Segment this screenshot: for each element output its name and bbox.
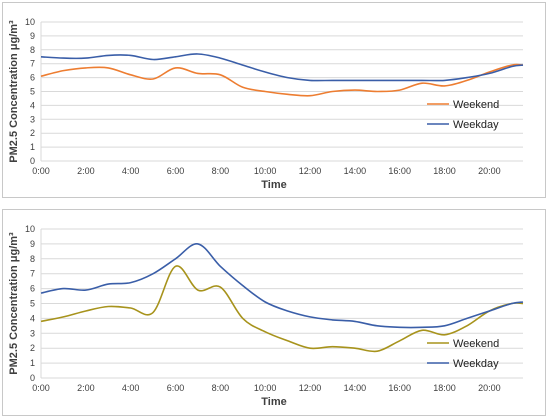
chart-panel-top: 0 1 2 3 4 5 6 7 8 9 10 0:00 2:00 4:00 6:00 8:00 10:00 12:… [2, 2, 546, 198]
x-tick-label: 2:00 [77, 383, 95, 393]
legend-label-weekend: Weekend [453, 338, 499, 350]
y-tick-label: 3 [30, 328, 35, 338]
x-tick-label: 6:00 [167, 166, 185, 176]
y-tick-label: 4 [30, 313, 35, 323]
y-tick-label: 9 [30, 31, 35, 41]
x-tick-label: 16:00 [388, 383, 411, 393]
x-tick-label: 20:00 [478, 166, 501, 176]
x-tick-label: 0:00 [32, 166, 50, 176]
legend-label-weekday: Weekday [453, 119, 499, 131]
y-tick-label: 6 [30, 73, 35, 83]
y-tick-label: 8 [30, 254, 35, 264]
x-tick-label: 2:00 [77, 166, 95, 176]
y-tick-label: 1 [30, 358, 35, 368]
y-tick-label: 10 [25, 224, 35, 234]
x-tick-label: 18:00 [433, 383, 456, 393]
y-tick-label: 5 [30, 299, 35, 309]
x-tick-label: 8:00 [212, 383, 230, 393]
x-tick-label: 8:00 [212, 166, 230, 176]
y-tick-label: 0 [30, 373, 35, 383]
x-tick-label: 10:00 [254, 383, 277, 393]
y-tick-label: 7 [30, 269, 35, 279]
x-axis-title: Time [261, 396, 286, 408]
y-tick-label: 8 [30, 45, 35, 55]
y-tick-label: 2 [30, 343, 35, 353]
y-tick-label: 6 [30, 284, 35, 294]
x-tick-label: 6:00 [167, 383, 185, 393]
y-tick-label: 0 [30, 156, 35, 166]
series-line-weekday [40, 243, 524, 329]
x-tick-label: 14:00 [344, 383, 367, 393]
legend-label-weekday: Weekday [453, 358, 499, 370]
series-line-weekend [40, 63, 524, 97]
y-tick-label: 7 [30, 59, 35, 69]
x-axis-title: Time [261, 179, 286, 191]
x-tick-label: 14:00 [344, 166, 367, 176]
x-tick-label: 12:00 [299, 383, 322, 393]
chart-top: 0 1 2 3 4 5 6 7 8 9 10 0:00 2:00 4:00 6:00 8:00 10:00 12:… [8, 17, 524, 191]
x-tick-label: 4:00 [122, 166, 140, 176]
x-tick-label: 10:00 [254, 166, 277, 176]
series-line-weekend [40, 265, 524, 353]
x-tick-label: 20:00 [478, 383, 501, 393]
y-axis-title: PM2.5 Concentration μg/m³ [8, 232, 20, 375]
y-axis-title: PM2.5 Concentration μg/m³ [8, 20, 20, 163]
chart-bottom: 0 1 2 3 4 5 6 7 8 9 10 0:00 2:00 4:00 6:00 8:00 10:00 12:… [8, 224, 524, 408]
y-tick-label: 4 [30, 100, 35, 110]
x-tick-label: 0:00 [32, 383, 50, 393]
chart-panel-bottom: 0 1 2 3 4 5 6 7 8 9 10 0:00 2:00 4:00 6:00 8:00 10:00 12:… [2, 209, 546, 416]
y-tick-label: 10 [25, 17, 35, 27]
y-tick-label: 9 [30, 239, 35, 249]
series-line-weekday [40, 53, 524, 82]
x-tick-label: 18:00 [433, 166, 456, 176]
x-tick-label: 16:00 [388, 166, 411, 176]
y-tick-label: 1 [30, 142, 35, 152]
x-tick-label: 12:00 [299, 166, 322, 176]
legend-label-weekend: Weekend [453, 99, 499, 111]
y-tick-label: 3 [30, 114, 35, 124]
x-tick-label: 4:00 [122, 383, 140, 393]
y-tick-label: 2 [30, 128, 35, 138]
y-tick-label: 5 [30, 87, 35, 97]
